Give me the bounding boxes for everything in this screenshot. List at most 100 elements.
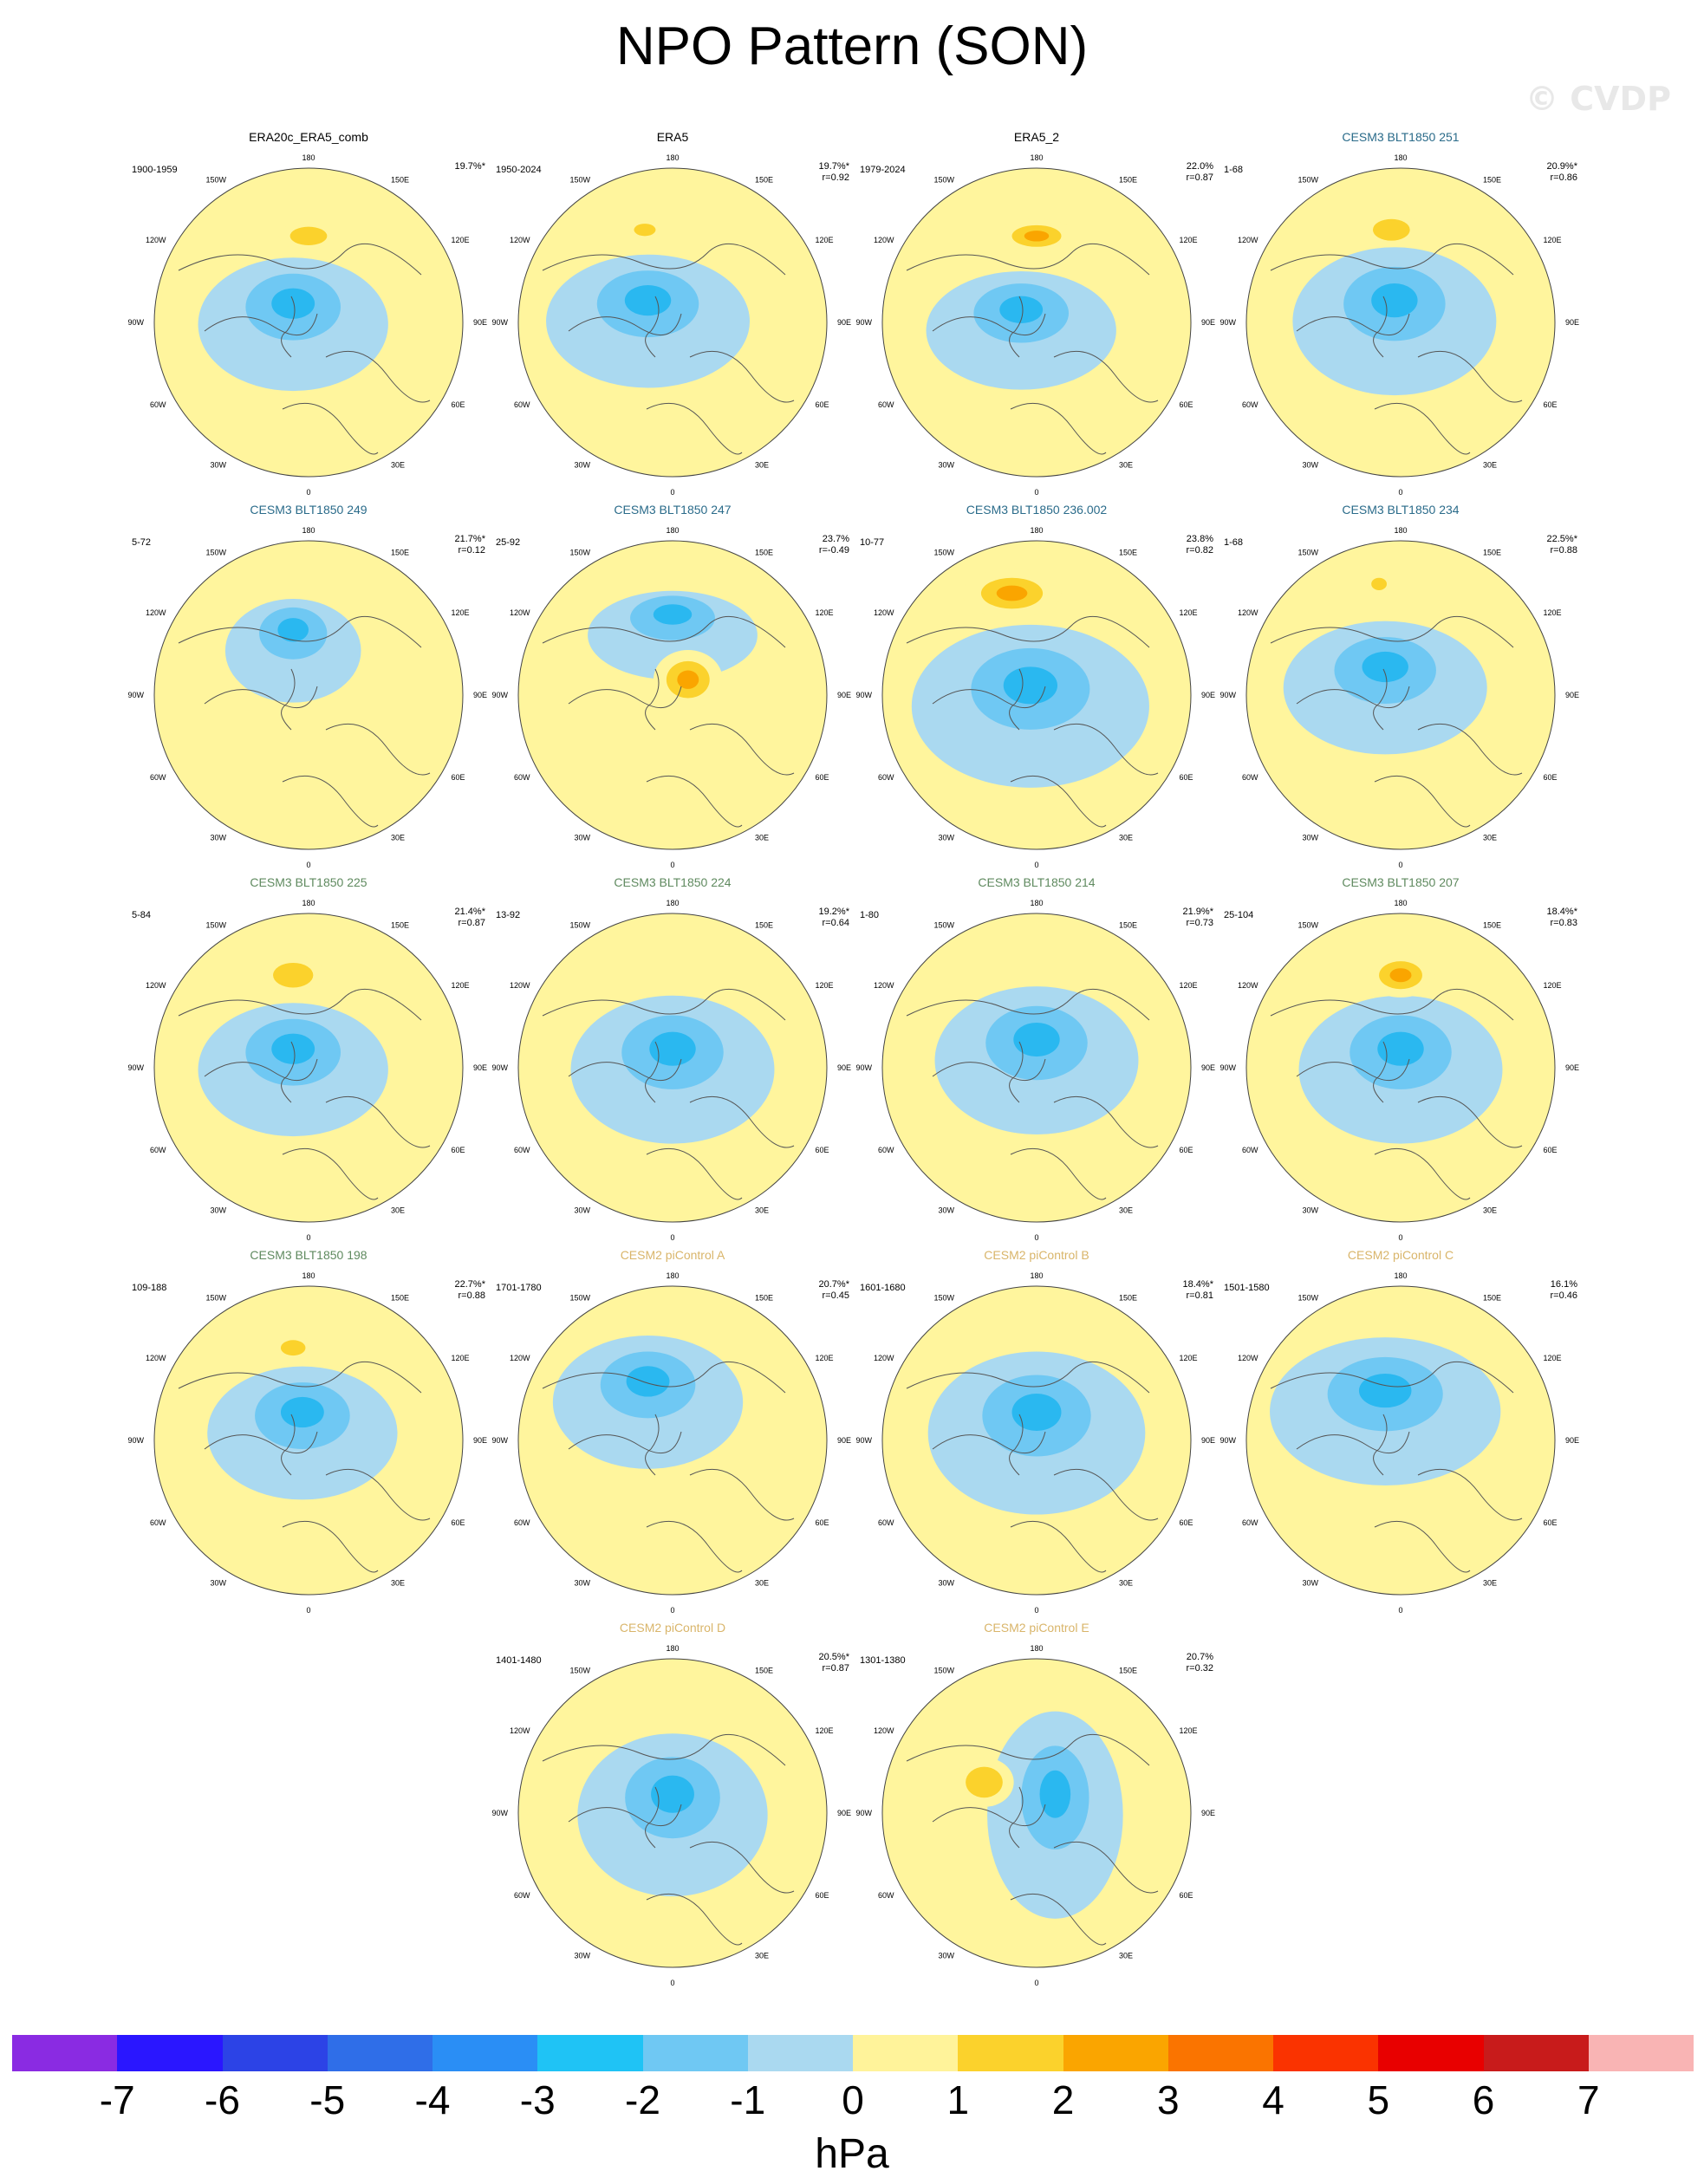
panel-title: CESM3 BLT1850 247 xyxy=(614,503,732,517)
panel-stats: 22.7%* r=0.88 xyxy=(455,1279,485,1302)
longitude-label: 90W xyxy=(855,318,872,327)
longitude-label: 90W xyxy=(1219,1436,1236,1445)
polar-map: 180 150E 120E 90E 60E 30E 0 30W 60W 90W 120W 150W xyxy=(127,153,487,497)
coastline xyxy=(178,615,431,828)
longitude-label: 180 xyxy=(1394,526,1407,535)
map-panel: 180 150E 120E 90E 60E 30E 0 30W 60W 90W 120W 150W CE… xyxy=(855,1248,1219,1621)
panel-title: CESM3 BLT1850 198 xyxy=(250,1248,367,1262)
longitude-label: 150E xyxy=(391,1293,409,1302)
map-border xyxy=(881,167,1192,478)
coastline xyxy=(542,988,795,1200)
longitude-label: 180 xyxy=(1030,153,1043,162)
longitude-label: 150W xyxy=(205,175,226,184)
longitude-label: 60W xyxy=(878,1891,894,1900)
longitude-label: 90W xyxy=(491,691,508,699)
longitude-label: 0 xyxy=(670,861,674,869)
longitude-label: 90W xyxy=(1219,691,1236,699)
map-panel: 180 150E 120E 90E 60E 30E 0 30W 60W 90W 120W 150W CE… xyxy=(491,875,855,1248)
map-panel: 180 150E 120E 90E 60E 30E 0 30W 60W 90W 120W 150W CE… xyxy=(1219,1248,1583,1621)
negative-anomaly-core xyxy=(1362,651,1408,683)
map-panel: 180 150E 120E 90E 60E 30E 0 30W 60W 90W 120W 150W ER… xyxy=(491,130,855,503)
panel-years: 1-68 xyxy=(1224,537,1244,548)
colorbar-cell xyxy=(1273,2035,1379,2071)
negative-anomaly-core xyxy=(1371,283,1418,318)
longitude-label: 120E xyxy=(452,981,470,990)
longitude-label: 120W xyxy=(874,236,894,244)
longitude-label: 60E xyxy=(1544,1518,1558,1527)
longitude-label: 60W xyxy=(1242,773,1258,782)
longitude-label: 90E xyxy=(473,318,487,327)
positive-anomaly-core xyxy=(677,670,699,689)
panel-stats: 20.7% r=0.32 xyxy=(1187,1652,1214,1674)
pattern-correlation: r=0.87 xyxy=(458,918,486,928)
longitude-label: 90W xyxy=(127,1436,144,1445)
explained-variance: 18.4%* xyxy=(1546,907,1577,917)
longitude-label: 60E xyxy=(1544,773,1558,782)
longitude-label: 150W xyxy=(1298,175,1318,184)
map-border xyxy=(881,1285,1192,1596)
longitude-label: 60W xyxy=(878,400,894,409)
negative-anomaly-core xyxy=(1358,1374,1412,1408)
panel-title: CESM2 piControl C xyxy=(1347,1248,1454,1262)
panel-years: 1-80 xyxy=(860,910,880,920)
longitude-label: 30W xyxy=(210,461,226,470)
longitude-label: 60E xyxy=(452,1146,465,1154)
longitude-label: 150E xyxy=(391,548,409,556)
longitude-label: 120W xyxy=(510,1726,530,1735)
longitude-label: 30E xyxy=(1119,1952,1133,1960)
explained-variance: 18.4%* xyxy=(1182,1279,1213,1290)
longitude-label: 150E xyxy=(1119,1293,1137,1302)
longitude-label: 90E xyxy=(837,1436,851,1445)
polar-map: 180 150E 120E 90E 60E 30E 0 30W 60W 90W 120W 150W xyxy=(1219,899,1579,1242)
negative-anomaly-core xyxy=(1377,1031,1424,1066)
longitude-label: 120W xyxy=(874,1726,894,1735)
map-panel: 180 150E 120E 90E 60E 30E 0 30W 60W 90W 120W 150W ER… xyxy=(855,130,1219,503)
longitude-label: 60E xyxy=(816,773,829,782)
longitude-label: 90W xyxy=(1219,318,1236,327)
negative-anomaly-core xyxy=(1003,666,1058,705)
panel-stats: 19.7%* xyxy=(455,161,485,172)
polar-map: 180 150E 120E 90E 60E 30E 0 30W 60W 90W 120W 150W xyxy=(855,153,1215,497)
longitude-label: 30W xyxy=(574,1206,590,1215)
longitude-label: 90E xyxy=(473,691,487,699)
map-border xyxy=(153,540,464,850)
longitude-label: 90E xyxy=(1201,318,1215,327)
longitude-label: 60W xyxy=(878,1146,894,1154)
longitude-label: 30W xyxy=(938,834,954,842)
longitude-label: 120W xyxy=(874,608,894,617)
longitude-label: 120E xyxy=(452,1354,470,1362)
pattern-correlation: r=0.64 xyxy=(822,918,850,928)
longitude-label: 60E xyxy=(1180,773,1193,782)
colorbar-tick-label: 2 xyxy=(1051,2077,1075,2122)
longitude-label: 90W xyxy=(491,318,508,327)
panel-years: 5-72 xyxy=(132,537,152,548)
longitude-label: 120W xyxy=(1238,608,1258,617)
colorbar-cell xyxy=(1588,2035,1694,2071)
longitude-label: 120E xyxy=(452,236,470,244)
longitude-label: 30E xyxy=(1483,461,1497,470)
explained-variance: 21.9%* xyxy=(1182,907,1213,917)
pattern-correlation: r=0.45 xyxy=(822,1290,850,1301)
negative-anomaly-core xyxy=(271,288,315,319)
panel-years: 10-77 xyxy=(860,537,885,548)
longitude-label: 180 xyxy=(666,153,679,162)
panel-title: ERA20c_ERA5_comb xyxy=(249,130,368,144)
explained-variance: 19.7%* xyxy=(818,161,849,172)
longitude-label: 150W xyxy=(1298,548,1318,556)
longitude-label: 0 xyxy=(1034,1979,1038,1987)
longitude-label: 120W xyxy=(510,1354,530,1362)
map-border xyxy=(153,167,464,478)
coastline xyxy=(906,1733,1159,1946)
negative-anomaly-core xyxy=(1011,1393,1062,1432)
longitude-label: 30E xyxy=(1119,1579,1133,1588)
longitude-label: 150W xyxy=(1298,920,1318,929)
coastline xyxy=(178,988,431,1200)
map-border xyxy=(881,913,1192,1223)
explained-variance: 22.0% xyxy=(1186,161,1213,172)
longitude-label: 0 xyxy=(670,1233,674,1242)
longitude-label: 180 xyxy=(1030,526,1043,535)
longitude-label: 0 xyxy=(306,1606,310,1615)
colorbar-tick-label: 5 xyxy=(1367,2077,1390,2122)
longitude-label: 120E xyxy=(816,236,834,244)
panel-stats: 23.8% r=0.82 xyxy=(1187,534,1214,556)
